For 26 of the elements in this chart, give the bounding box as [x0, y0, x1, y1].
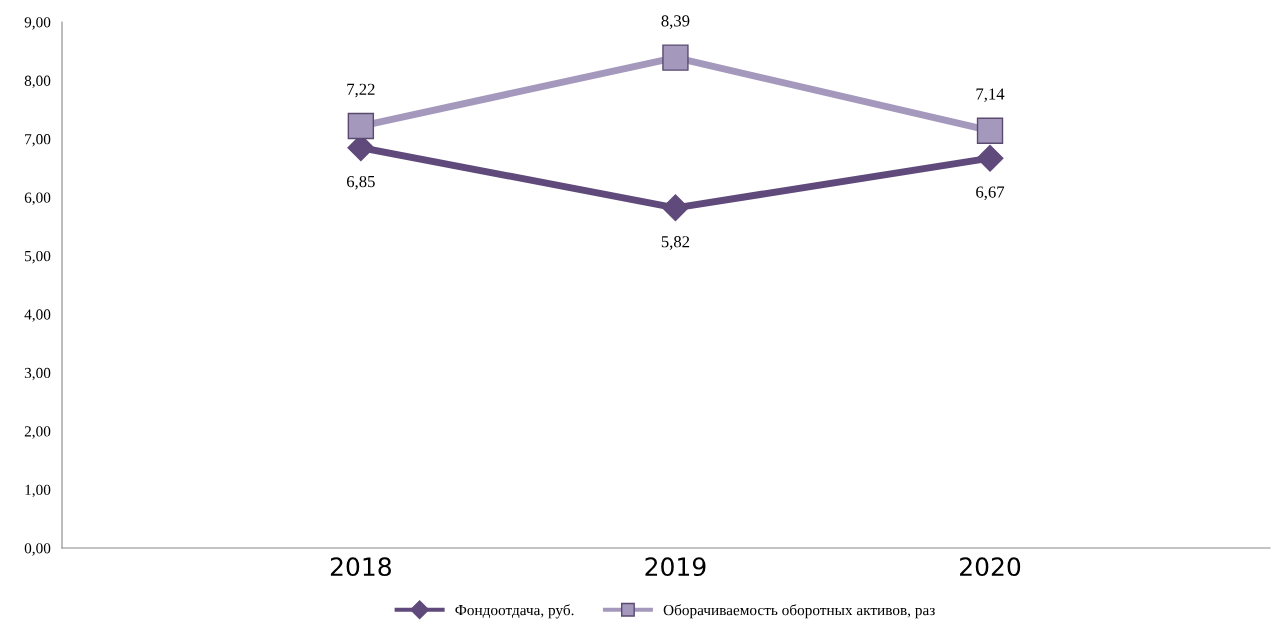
x-tick-label: 2019 — [645, 557, 706, 577]
y-tick-label: 6,00 — [24, 192, 51, 205]
x-tick-label: 2018 — [330, 557, 391, 577]
data-label: 7,22 — [347, 83, 375, 98]
data-label: 8,39 — [661, 15, 690, 29]
point — [976, 144, 1004, 172]
legend-label: Оборачиваемость оборотных активов, раз — [663, 604, 935, 619]
point — [662, 44, 689, 71]
y-tick-label: 8,00 — [24, 75, 51, 89]
y-tick-label: 9,00 — [24, 17, 51, 30]
y-tick-label: 2,00 — [24, 426, 51, 439]
legend-label: Фондоотдача, руб. — [455, 604, 574, 619]
point — [347, 112, 375, 140]
y-tick-label: 1,00 — [25, 484, 51, 498]
data-label: 6,85 — [346, 175, 375, 190]
y-tick-label: 4,00 — [24, 309, 51, 322]
y-tick-label: 5,00 — [25, 250, 51, 264]
point — [976, 117, 1004, 144]
x-tick-label: 2020 — [960, 557, 1021, 577]
point — [661, 194, 689, 222]
y-tick-label: 7,00 — [25, 134, 51, 147]
data-label: 6,67 — [976, 186, 1005, 201]
data-label: 5,82 — [661, 236, 690, 250]
y-tick-label: 0,00 — [24, 543, 51, 556]
data-label: 7,14 — [976, 88, 1005, 102]
y-tick-label: 3,00 — [24, 367, 51, 381]
